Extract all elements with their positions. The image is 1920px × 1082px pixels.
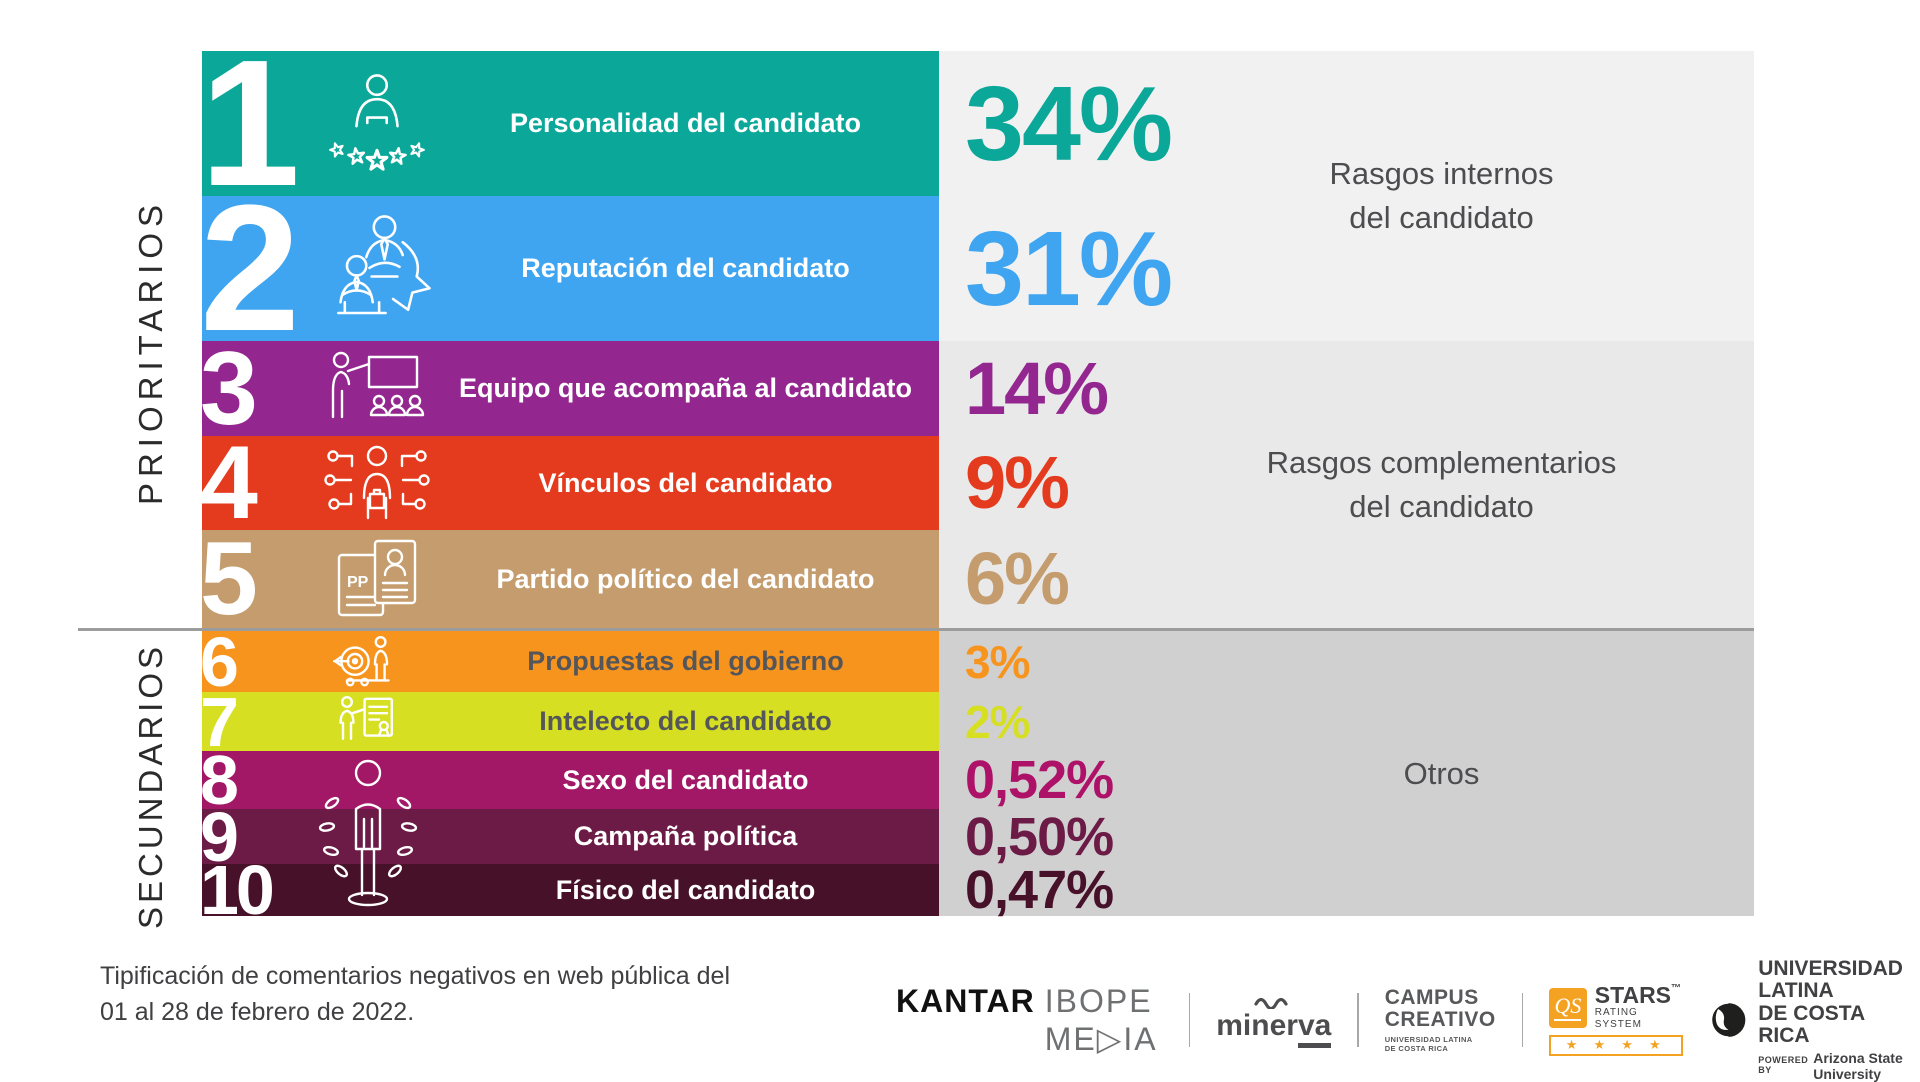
bar-label-10: Físico del candidato: [555, 874, 816, 905]
bar-row-1: 1 Personalidad del candidato: [200, 22, 939, 224]
group-label-secundarios: SECUNDARIOS: [132, 642, 169, 930]
bar-row-4: 4 Vínculos del candidato: [200, 425, 939, 541]
rank-number-3: 3: [200, 330, 258, 447]
bar-label-7: Intelecto del candidato: [539, 706, 832, 736]
bar-label-5: Partido político del candidato: [496, 563, 875, 594]
percent-value-2: 31%: [965, 209, 1173, 328]
trait-panel-otros: Otros: [939, 631, 1754, 916]
percent-value-1: 34%: [965, 64, 1173, 183]
campus-creativo-logo: CAMPUS CREATIVO UNIVERSIDAD LATINA DE COS…: [1384, 985, 1496, 1054]
trait-panel-internos-label: Rasgos internos del candidato: [1329, 155, 1554, 235]
person-network-icon: [302, 436, 452, 530]
percent-value-10: 0,47%: [965, 860, 1114, 920]
logo-divider: [1521, 993, 1524, 1047]
percent-value-3: 14%: [965, 346, 1109, 430]
rank-number-4: 4: [200, 425, 258, 541]
trait-panel-otros-label: Otros: [1403, 755, 1480, 791]
minerva-wave-icon: [1254, 997, 1288, 1009]
bar-row-6: 6 Propuestas del gobierno: [200, 622, 939, 701]
superhero-duo-icon: [302, 196, 452, 341]
rank-number-7: 7: [200, 682, 239, 761]
bar-row-10: 10 Físico del candidato: [200, 851, 939, 929]
group-label-prioritarios: PRIORITARIOS: [132, 198, 169, 506]
presenter-audience-icon: [302, 341, 452, 436]
bar-row-7: 7 Intelecto del candidato: [200, 682, 939, 761]
percent-value-8: 0,52%: [965, 750, 1114, 810]
party-id-card-icon: PP: [302, 530, 452, 628]
bar-label-9: Campaña política: [573, 821, 798, 851]
universidad-latina-logo: UNIVERSIDAD LATINA DE COSTA RICA POWERED…: [1709, 958, 1920, 1082]
trait-panel-complementarios-label: Rasgos complementarios del candidato: [1266, 444, 1617, 524]
logo-strip: KANTAR IBOPE ME▷IA minerva CAMPUS CREATI…: [896, 958, 1920, 1082]
qs-stars-logo: QS STARS™ RATING SYSTEM ★ ★ ★ ★: [1549, 984, 1684, 1056]
percent-value-6: 3%: [965, 635, 1030, 688]
bar-label-3: Equipo que acompaña al candidato: [458, 373, 913, 403]
bar-row-5: 5 PP Partido político del candidato: [200, 521, 939, 637]
qs-square-icon: QS: [1549, 987, 1587, 1028]
bar-label-6: Propuestas del gobierno: [527, 646, 844, 676]
rank-number-1: 1: [200, 22, 300, 224]
bar-label-8: Sexo del candidato: [562, 764, 809, 795]
rank-number-10: 10: [200, 851, 275, 929]
minerva-logo: minerva: [1216, 997, 1332, 1048]
person-certificate-icon: [322, 692, 412, 751]
bar-label-1: Personalidad del candidato: [509, 108, 862, 138]
priority-divider-line: [78, 628, 1754, 631]
trait-panel-complementarios: Rasgos complementarios del candidato: [939, 341, 1754, 628]
percent-value-4: 9%: [965, 441, 1070, 524]
svg-text:PP: PP: [347, 574, 369, 591]
qs-star-rating: ★ ★ ★ ★: [1549, 1035, 1684, 1056]
bar-row-9: 9 Campaña política: [200, 797, 939, 876]
rank-number-2: 2: [200, 167, 300, 369]
bar-row-2: 2 Reputación del candidato: [200, 167, 939, 369]
bar-row-8: 8 Sexo del candidato: [200, 741, 939, 819]
rank-number-9: 9: [200, 797, 239, 876]
bar-label-4: Vínculos del candidato: [538, 467, 833, 498]
person-with-stars-icon: [302, 51, 452, 196]
kantar-ibope-media-logo: KANTAR IBOPE ME▷IA: [896, 982, 1158, 1058]
globe-icon: [1711, 1002, 1746, 1038]
percent-value-9: 0,50%: [965, 806, 1114, 867]
rank-number-5: 5: [200, 521, 258, 637]
bar-row-3: 3 Equipo que acompaña al candidato: [200, 330, 939, 447]
person-laurel-icon: [316, 753, 420, 913]
rank-number-8: 8: [200, 741, 239, 819]
percent-value-7: 2%: [965, 695, 1030, 748]
trait-panel-internos: Rasgos internos del candidato: [939, 51, 1754, 341]
person-target-icon: [322, 631, 412, 692]
logo-divider: [1188, 993, 1191, 1047]
bar-label-2: Reputación del candidato: [521, 253, 850, 283]
source-note: Tipificación de comentarios negativos en…: [100, 962, 730, 1027]
percent-value-5: 6%: [965, 537, 1070, 620]
logo-divider: [1357, 993, 1359, 1047]
triangle-d-glyph: ▷: [1096, 1019, 1124, 1058]
rank-number-6: 6: [200, 622, 239, 701]
